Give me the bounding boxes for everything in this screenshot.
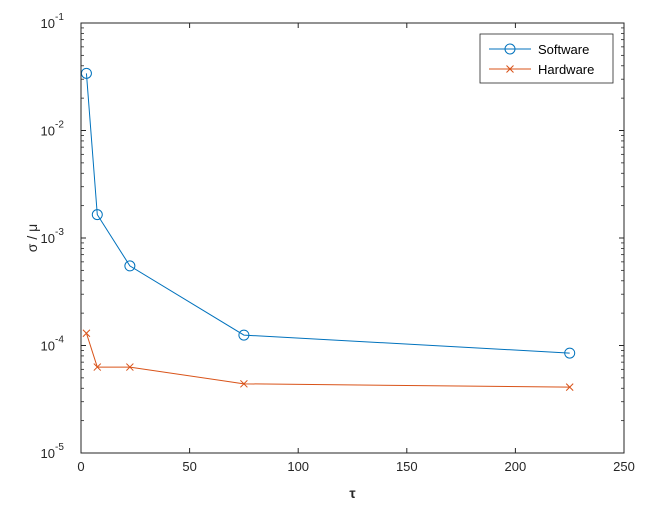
y-tick-label: 10-4	[41, 335, 65, 354]
legend-item-software: Software	[489, 42, 589, 57]
y-tick-exponent: -2	[55, 120, 64, 131]
data-point-hardware	[93, 363, 102, 371]
plot-area	[81, 23, 624, 453]
x-tick-label: 0	[77, 459, 84, 474]
plot-background	[81, 23, 624, 453]
y-tick-base: 10	[41, 124, 55, 139]
x-tick-label: 100	[287, 459, 309, 474]
y-tick-base: 10	[41, 231, 55, 246]
y-tick-exponent: -5	[55, 442, 64, 453]
x-tick-label: 200	[505, 459, 527, 474]
y-tick-exponent: -1	[55, 12, 64, 23]
data-point-hardware	[565, 383, 574, 391]
y-axis-title: σ / μ	[24, 224, 40, 252]
x-tick-label: 250	[613, 459, 635, 474]
legend-marker	[506, 65, 514, 73]
y-tick-base: 10	[41, 446, 55, 461]
series-software	[80, 67, 576, 359]
x-tick-label: 50	[182, 459, 196, 474]
data-point-hardware	[82, 329, 91, 338]
y-tick-base: 10	[41, 339, 55, 354]
x-tick-label: 150	[396, 459, 418, 474]
data-point-software	[91, 209, 103, 221]
legend-box	[479, 33, 614, 84]
series-line-software	[85, 73, 570, 354]
y-tick-exponent: -3	[55, 227, 64, 238]
data-point-software	[124, 260, 136, 272]
legend-label: Hardware	[538, 62, 594, 77]
data-point-software	[238, 329, 250, 341]
data-point-hardware	[240, 379, 248, 388]
series-layer	[80, 67, 576, 391]
y-tick-label: 10-5	[41, 442, 65, 461]
legend-item-hardware: Hardware	[489, 62, 594, 77]
legend-marker	[504, 43, 516, 55]
y-tick-label: 10-1	[41, 12, 65, 31]
x-axis-ticks: 0 50 100 150 200 250	[77, 23, 635, 474]
y-tick-label: 10-3	[41, 227, 65, 246]
x-axis-title: τ	[349, 485, 356, 501]
series-hardware	[82, 329, 574, 391]
y-tick-exponent: -4	[55, 335, 64, 346]
y-axis-ticks: 10-510-410-310-210-1	[41, 12, 624, 461]
legend-label: Software	[538, 42, 589, 57]
legend: Software Hardware	[479, 33, 614, 84]
y-tick-base: 10	[41, 16, 55, 31]
data-point-software	[564, 347, 576, 359]
data-point-hardware	[126, 363, 134, 371]
y-tick-label: 10-2	[41, 120, 65, 139]
